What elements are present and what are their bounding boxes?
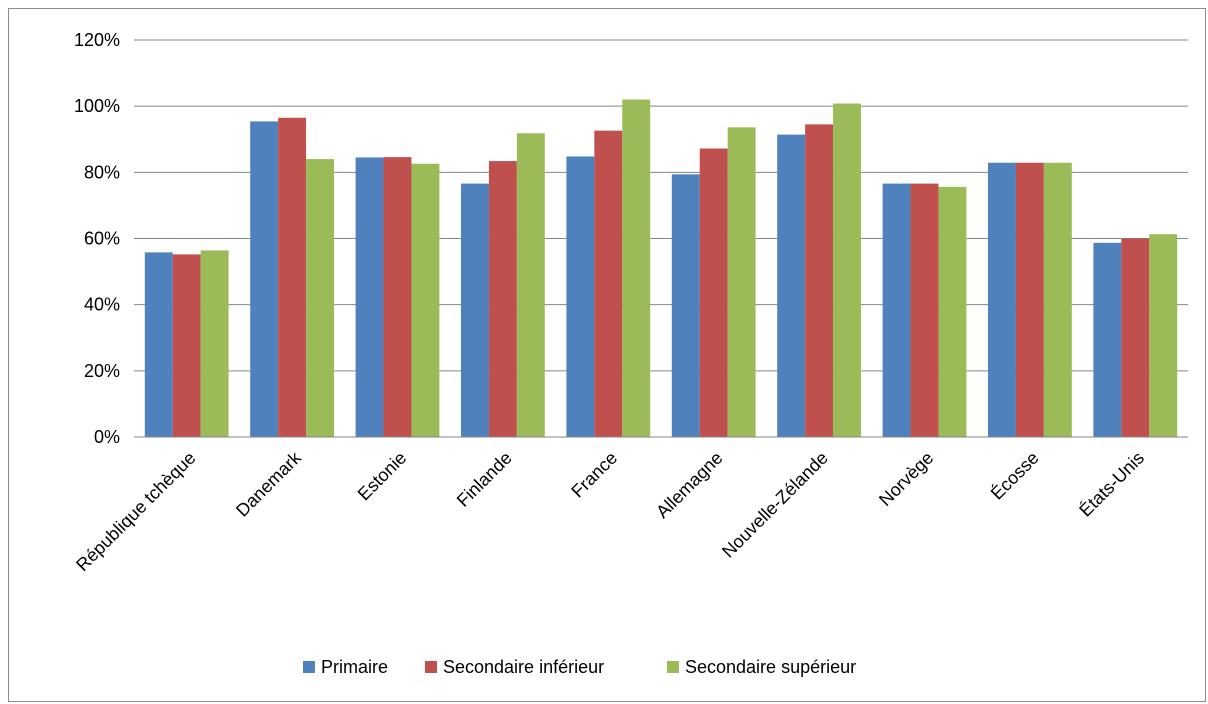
legend-label: Secondaire supérieur (685, 657, 856, 677)
x-tick-label: Écosse (987, 448, 1043, 504)
y-tick-label: 120% (74, 30, 120, 50)
legend: Primaire Secondaire inférieur Secondaire s… (303, 657, 856, 677)
x-tick-label: Norvège (875, 448, 937, 510)
bar-secondaire-inférieur-0 (172, 254, 201, 437)
bar-primaire-1 (250, 121, 279, 437)
bar-secondaire-supérieur-4 (622, 99, 651, 438)
bars (144, 99, 1178, 438)
bar-primaire-8 (988, 162, 1016, 437)
bar-secondaire-inférieur-7 (910, 183, 939, 437)
legend-swatch (425, 661, 437, 673)
y-tick-label: 60% (84, 229, 120, 249)
x-tick-label: États-Unis (1075, 448, 1148, 521)
bar-primaire-7 (882, 183, 911, 437)
bar-secondaire-inférieur-9 (1121, 238, 1150, 437)
bar-secondaire-inférieur-4 (594, 130, 623, 438)
bar-primaire-6 (777, 134, 806, 437)
bar-primaire-9 (1093, 242, 1122, 437)
bar-primaire-0 (144, 252, 173, 437)
bar-secondaire-supérieur-3 (516, 133, 545, 438)
bar-primaire-4 (566, 156, 595, 437)
bar-secondaire-inférieur-2 (383, 157, 412, 438)
x-tick-label: Allemagne (652, 448, 726, 522)
bar-primaire-2 (355, 157, 384, 437)
legend-label: Primaire (321, 657, 388, 677)
legend-label: Secondaire inférieur (443, 657, 604, 677)
x-tick-label: République tchèque (72, 448, 199, 575)
bar-secondaire-supérieur-6 (833, 103, 861, 438)
x-tick-label: Estonie (354, 448, 411, 505)
bar-secondaire-inférieur-8 (1015, 162, 1044, 437)
y-tick-label: 0% (94, 427, 120, 447)
x-tick-label: Danemark (232, 447, 306, 521)
bar-secondaire-supérieur-5 (727, 127, 756, 437)
y-tick-label: 80% (84, 162, 120, 182)
bar-secondaire-supérieur-1 (306, 159, 334, 437)
legend-swatch (303, 661, 315, 673)
bar-secondaire-inférieur-6 (805, 124, 834, 438)
y-tick-label: 100% (74, 96, 120, 116)
x-tick-label: Nouvelle-Zélande (718, 448, 832, 562)
bar-primaire-3 (461, 183, 489, 437)
bar-secondaire-supérieur-0 (200, 250, 229, 437)
bar-primaire-5 (671, 174, 700, 437)
legend-swatch (667, 661, 679, 673)
bar-secondaire-inférieur-3 (488, 161, 517, 437)
y-tick-label: 20% (84, 361, 120, 381)
bar-secondaire-supérieur-9 (1149, 234, 1178, 437)
x-tick-label: France (567, 448, 621, 502)
bar-secondaire-supérieur-2 (411, 163, 440, 437)
bar-secondaire-inférieur-1 (278, 117, 307, 437)
bar-secondaire-supérieur-7 (938, 186, 967, 437)
bar-secondaire-inférieur-5 (699, 148, 728, 437)
bar-secondaire-supérieur-8 (1043, 162, 1072, 437)
x-tick-label: Finlande (453, 448, 516, 511)
y-tick-label: 40% (84, 295, 120, 315)
